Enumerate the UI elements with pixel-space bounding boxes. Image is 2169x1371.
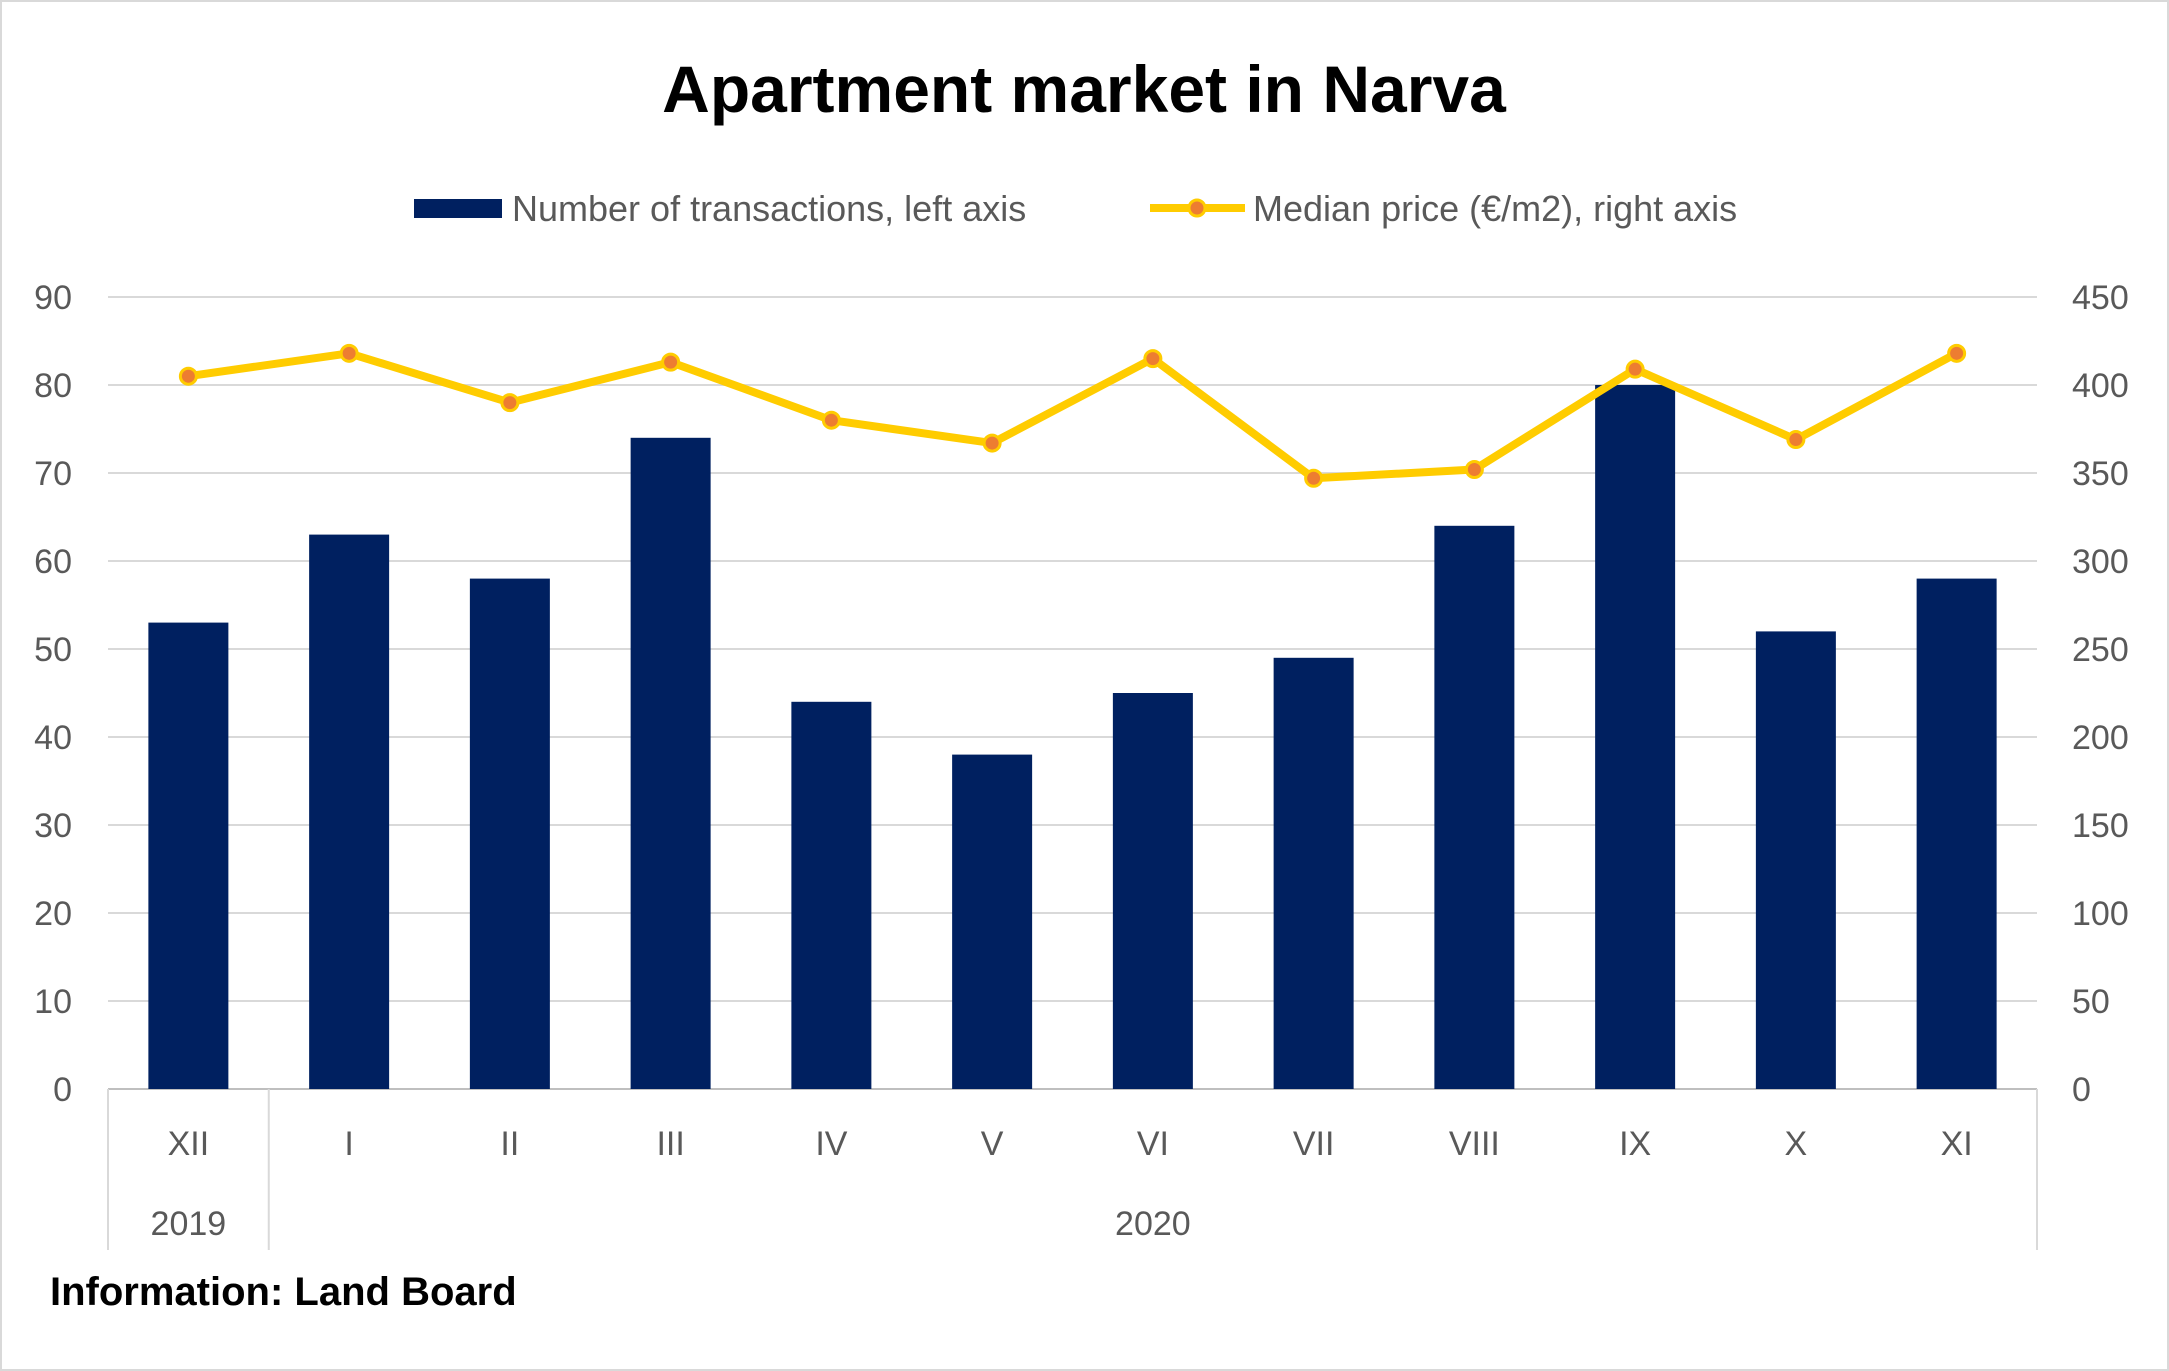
category-label: XI xyxy=(1941,1125,1973,1163)
price-point-V xyxy=(982,433,1002,453)
left-tick-label: 10 xyxy=(34,983,72,1021)
bar-IX xyxy=(1595,385,1676,1089)
legend-line-label: Median price (€/m2), right axis xyxy=(1253,188,1737,229)
legend-bar-swatch xyxy=(414,199,502,218)
left-tick-label: 80 xyxy=(34,367,72,405)
price-point-XII xyxy=(178,366,198,386)
year-label: 2019 xyxy=(151,1205,227,1243)
bar-II xyxy=(469,578,550,1089)
price-point-VI xyxy=(1143,349,1163,369)
bar-I xyxy=(309,534,390,1089)
left-tick-label: 70 xyxy=(34,455,72,493)
category-label: VI xyxy=(1137,1125,1169,1163)
price-point-VIII xyxy=(1464,459,1484,479)
bar-XI xyxy=(1916,578,1997,1089)
price-point-IV xyxy=(821,410,841,430)
gridlines xyxy=(108,296,2037,1090)
line-series xyxy=(178,343,1967,488)
right-tick-label: 450 xyxy=(2072,279,2129,317)
right-tick-label: 250 xyxy=(2072,631,2129,669)
price-point-III xyxy=(661,352,681,372)
price-point-XI xyxy=(1947,343,1967,363)
right-tick-label: 400 xyxy=(2072,367,2129,405)
bar-series xyxy=(148,385,1997,1089)
category-label: I xyxy=(344,1125,353,1163)
category-label: III xyxy=(656,1125,684,1163)
price-point-I xyxy=(339,343,359,363)
category-label: XII xyxy=(168,1125,210,1163)
bar-VII xyxy=(1273,657,1354,1089)
category-label: IV xyxy=(815,1125,847,1163)
year-label: 2020 xyxy=(1115,1205,1191,1243)
price-point-VII xyxy=(1304,468,1324,488)
left-axis-ticks: 0 10 20 30 40 50 60 70 80 90 xyxy=(34,279,72,1109)
right-tick-label: 200 xyxy=(2072,719,2129,757)
bar-IV xyxy=(791,701,872,1089)
legend-line-marker xyxy=(1187,198,1207,218)
source-note: Information: Land Board xyxy=(50,1270,517,1314)
category-label: VIII xyxy=(1449,1125,1500,1163)
right-axis-ticks: 0 50 100 150 200 250 300 350 400 450 xyxy=(2072,279,2129,1109)
median-price-line xyxy=(184,349,1961,483)
category-label: IX xyxy=(1619,1125,1651,1163)
left-tick-label: 90 xyxy=(34,279,72,317)
right-tick-label: 350 xyxy=(2072,455,2129,493)
bar-X xyxy=(1755,631,1836,1089)
price-point-X xyxy=(1786,430,1806,450)
price-point-II xyxy=(500,393,520,413)
right-tick-label: 300 xyxy=(2072,543,2129,581)
right-tick-label: 100 xyxy=(2072,895,2129,933)
legend: Number of transactions, left axis Median… xyxy=(414,188,1737,229)
chart-title: Apartment market in Narva xyxy=(662,52,1507,126)
category-label: VII xyxy=(1293,1125,1335,1163)
bar-XII xyxy=(148,622,229,1089)
right-tick-label: 150 xyxy=(2072,807,2129,845)
left-tick-label: 40 xyxy=(34,719,72,757)
bar-VI xyxy=(1112,693,1193,1089)
legend-bar-label: Number of transactions, left axis xyxy=(512,188,1026,229)
bar-V xyxy=(952,754,1033,1089)
category-label: X xyxy=(1785,1125,1808,1163)
category-label: II xyxy=(500,1125,519,1163)
left-tick-label: 0 xyxy=(53,1071,72,1109)
left-tick-label: 60 xyxy=(34,543,72,581)
right-tick-label: 0 xyxy=(2072,1071,2091,1109)
right-tick-label: 50 xyxy=(2072,983,2110,1021)
price-point-IX xyxy=(1625,359,1645,379)
left-tick-label: 20 xyxy=(34,895,72,933)
category-label: V xyxy=(981,1125,1004,1163)
bar-III xyxy=(630,437,711,1089)
left-tick-label: 30 xyxy=(34,807,72,845)
left-tick-label: 50 xyxy=(34,631,72,669)
bar-VIII xyxy=(1434,525,1515,1089)
